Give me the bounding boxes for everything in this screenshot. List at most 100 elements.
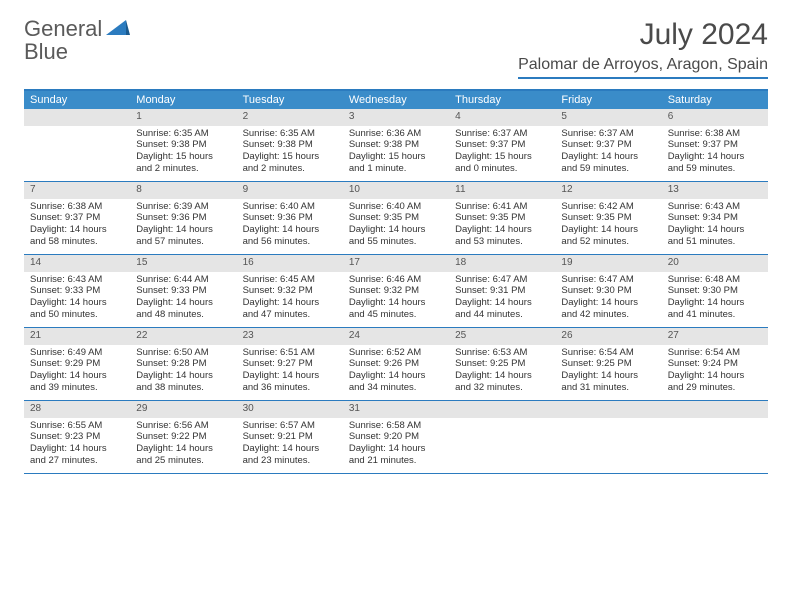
- day-body: Sunrise: 6:43 AMSunset: 9:33 PMDaylight:…: [24, 272, 130, 328]
- day-cell: 24Sunrise: 6:52 AMSunset: 9:26 PMDayligh…: [343, 328, 449, 400]
- daylight-line: Daylight: 15 hours and 2 minutes.: [243, 151, 320, 174]
- daylight-line: Daylight: 14 hours and 48 minutes.: [136, 297, 213, 320]
- sunrise-line: Sunrise: 6:47 AM: [455, 274, 527, 285]
- day-body: Sunrise: 6:35 AMSunset: 9:38 PMDaylight:…: [237, 126, 343, 182]
- day-number: [555, 401, 661, 418]
- sunset-line: Sunset: 9:37 PM: [455, 139, 525, 150]
- title-location: Palomar de Arroyos, Aragon, Spain: [518, 56, 768, 79]
- sunset-line: Sunset: 9:21 PM: [243, 431, 313, 442]
- day-number: 14: [24, 255, 130, 272]
- day-body: Sunrise: 6:42 AMSunset: 9:35 PMDaylight:…: [555, 199, 661, 255]
- day-number: 17: [343, 255, 449, 272]
- day-cell: 9Sunrise: 6:40 AMSunset: 9:36 PMDaylight…: [237, 182, 343, 254]
- day-number: 30: [237, 401, 343, 418]
- day-cell: 22Sunrise: 6:50 AMSunset: 9:28 PMDayligh…: [130, 328, 236, 400]
- day-body: Sunrise: 6:40 AMSunset: 9:35 PMDaylight:…: [343, 199, 449, 255]
- daylight-line: Daylight: 14 hours and 36 minutes.: [243, 370, 320, 393]
- sunrise-line: Sunrise: 6:36 AM: [349, 128, 421, 139]
- weekday-header-cell: Saturday: [662, 91, 768, 109]
- brand-text: General Blue: [24, 18, 102, 64]
- sunset-line: Sunset: 9:37 PM: [30, 212, 100, 223]
- day-body: Sunrise: 6:52 AMSunset: 9:26 PMDaylight:…: [343, 345, 449, 401]
- day-cell: 4Sunrise: 6:37 AMSunset: 9:37 PMDaylight…: [449, 109, 555, 181]
- weekday-header-cell: Tuesday: [237, 91, 343, 109]
- day-body: Sunrise: 6:39 AMSunset: 9:36 PMDaylight:…: [130, 199, 236, 255]
- day-body: Sunrise: 6:51 AMSunset: 9:27 PMDaylight:…: [237, 345, 343, 401]
- day-body: Sunrise: 6:44 AMSunset: 9:33 PMDaylight:…: [130, 272, 236, 328]
- sunset-line: Sunset: 9:20 PM: [349, 431, 419, 442]
- day-cell: 6Sunrise: 6:38 AMSunset: 9:37 PMDaylight…: [662, 109, 768, 181]
- brand-word1: General: [24, 16, 102, 41]
- weekday-header-cell: Wednesday: [343, 91, 449, 109]
- sunrise-line: Sunrise: 6:43 AM: [668, 201, 740, 212]
- sunrise-line: Sunrise: 6:37 AM: [455, 128, 527, 139]
- sunset-line: Sunset: 9:26 PM: [349, 358, 419, 369]
- week-row: 21Sunrise: 6:49 AMSunset: 9:29 PMDayligh…: [24, 328, 768, 401]
- day-cell: 23Sunrise: 6:51 AMSunset: 9:27 PMDayligh…: [237, 328, 343, 400]
- day-body: Sunrise: 6:54 AMSunset: 9:24 PMDaylight:…: [662, 345, 768, 401]
- day-number: 3: [343, 109, 449, 126]
- day-number: [24, 109, 130, 126]
- sunset-line: Sunset: 9:22 PM: [136, 431, 206, 442]
- day-number: 18: [449, 255, 555, 272]
- day-cell: 29Sunrise: 6:56 AMSunset: 9:22 PMDayligh…: [130, 401, 236, 473]
- daylight-line: Daylight: 14 hours and 45 minutes.: [349, 297, 426, 320]
- day-body: [24, 126, 130, 134]
- day-body: Sunrise: 6:58 AMSunset: 9:20 PMDaylight:…: [343, 418, 449, 474]
- day-cell: 1Sunrise: 6:35 AMSunset: 9:38 PMDaylight…: [130, 109, 236, 181]
- sunrise-line: Sunrise: 6:50 AM: [136, 347, 208, 358]
- day-body: Sunrise: 6:36 AMSunset: 9:38 PMDaylight:…: [343, 126, 449, 182]
- day-cell: [449, 401, 555, 473]
- day-cell: 5Sunrise: 6:37 AMSunset: 9:37 PMDaylight…: [555, 109, 661, 181]
- sunrise-line: Sunrise: 6:41 AM: [455, 201, 527, 212]
- daylight-line: Daylight: 14 hours and 59 minutes.: [561, 151, 638, 174]
- weekday-header-row: SundayMondayTuesdayWednesdayThursdayFrid…: [24, 91, 768, 109]
- daylight-line: Daylight: 14 hours and 41 minutes.: [668, 297, 745, 320]
- day-number: 7: [24, 182, 130, 199]
- day-cell: 3Sunrise: 6:36 AMSunset: 9:38 PMDaylight…: [343, 109, 449, 181]
- sunrise-line: Sunrise: 6:35 AM: [136, 128, 208, 139]
- daylight-line: Daylight: 14 hours and 27 minutes.: [30, 443, 107, 466]
- day-cell: 2Sunrise: 6:35 AMSunset: 9:38 PMDaylight…: [237, 109, 343, 181]
- sunrise-line: Sunrise: 6:43 AM: [30, 274, 102, 285]
- weeks-container: 1Sunrise: 6:35 AMSunset: 9:38 PMDaylight…: [24, 109, 768, 474]
- day-body: [449, 418, 555, 426]
- title-month: July 2024: [518, 18, 768, 52]
- sunrise-line: Sunrise: 6:42 AM: [561, 201, 633, 212]
- day-cell: 26Sunrise: 6:54 AMSunset: 9:25 PMDayligh…: [555, 328, 661, 400]
- day-body: Sunrise: 6:57 AMSunset: 9:21 PMDaylight:…: [237, 418, 343, 474]
- day-cell: 31Sunrise: 6:58 AMSunset: 9:20 PMDayligh…: [343, 401, 449, 473]
- sunset-line: Sunset: 9:36 PM: [243, 212, 313, 223]
- week-row: 28Sunrise: 6:55 AMSunset: 9:23 PMDayligh…: [24, 401, 768, 474]
- daylight-line: Daylight: 15 hours and 1 minute.: [349, 151, 426, 174]
- daylight-line: Daylight: 14 hours and 56 minutes.: [243, 224, 320, 247]
- sunrise-line: Sunrise: 6:47 AM: [561, 274, 633, 285]
- sunrise-line: Sunrise: 6:40 AM: [349, 201, 421, 212]
- daylight-line: Daylight: 14 hours and 29 minutes.: [668, 370, 745, 393]
- day-body: Sunrise: 6:55 AMSunset: 9:23 PMDaylight:…: [24, 418, 130, 474]
- day-cell: [555, 401, 661, 473]
- daylight-line: Daylight: 14 hours and 59 minutes.: [668, 151, 745, 174]
- day-cell: 15Sunrise: 6:44 AMSunset: 9:33 PMDayligh…: [130, 255, 236, 327]
- daylight-line: Daylight: 14 hours and 55 minutes.: [349, 224, 426, 247]
- day-cell: 28Sunrise: 6:55 AMSunset: 9:23 PMDayligh…: [24, 401, 130, 473]
- day-number: 20: [662, 255, 768, 272]
- sunset-line: Sunset: 9:25 PM: [455, 358, 525, 369]
- sunset-line: Sunset: 9:35 PM: [561, 212, 631, 223]
- day-number: 31: [343, 401, 449, 418]
- daylight-line: Daylight: 14 hours and 31 minutes.: [561, 370, 638, 393]
- daylight-line: Daylight: 14 hours and 57 minutes.: [136, 224, 213, 247]
- day-body: Sunrise: 6:47 AMSunset: 9:31 PMDaylight:…: [449, 272, 555, 328]
- week-row: 1Sunrise: 6:35 AMSunset: 9:38 PMDaylight…: [24, 109, 768, 182]
- sunset-line: Sunset: 9:38 PM: [349, 139, 419, 150]
- sunrise-line: Sunrise: 6:58 AM: [349, 420, 421, 431]
- day-number: 12: [555, 182, 661, 199]
- day-number: 2: [237, 109, 343, 126]
- day-number: 11: [449, 182, 555, 199]
- brand-word2: Blue: [24, 39, 68, 64]
- brand-triangle-icon: [106, 20, 130, 38]
- day-number: 25: [449, 328, 555, 345]
- day-number: [662, 401, 768, 418]
- sunrise-line: Sunrise: 6:37 AM: [561, 128, 633, 139]
- day-number: [449, 401, 555, 418]
